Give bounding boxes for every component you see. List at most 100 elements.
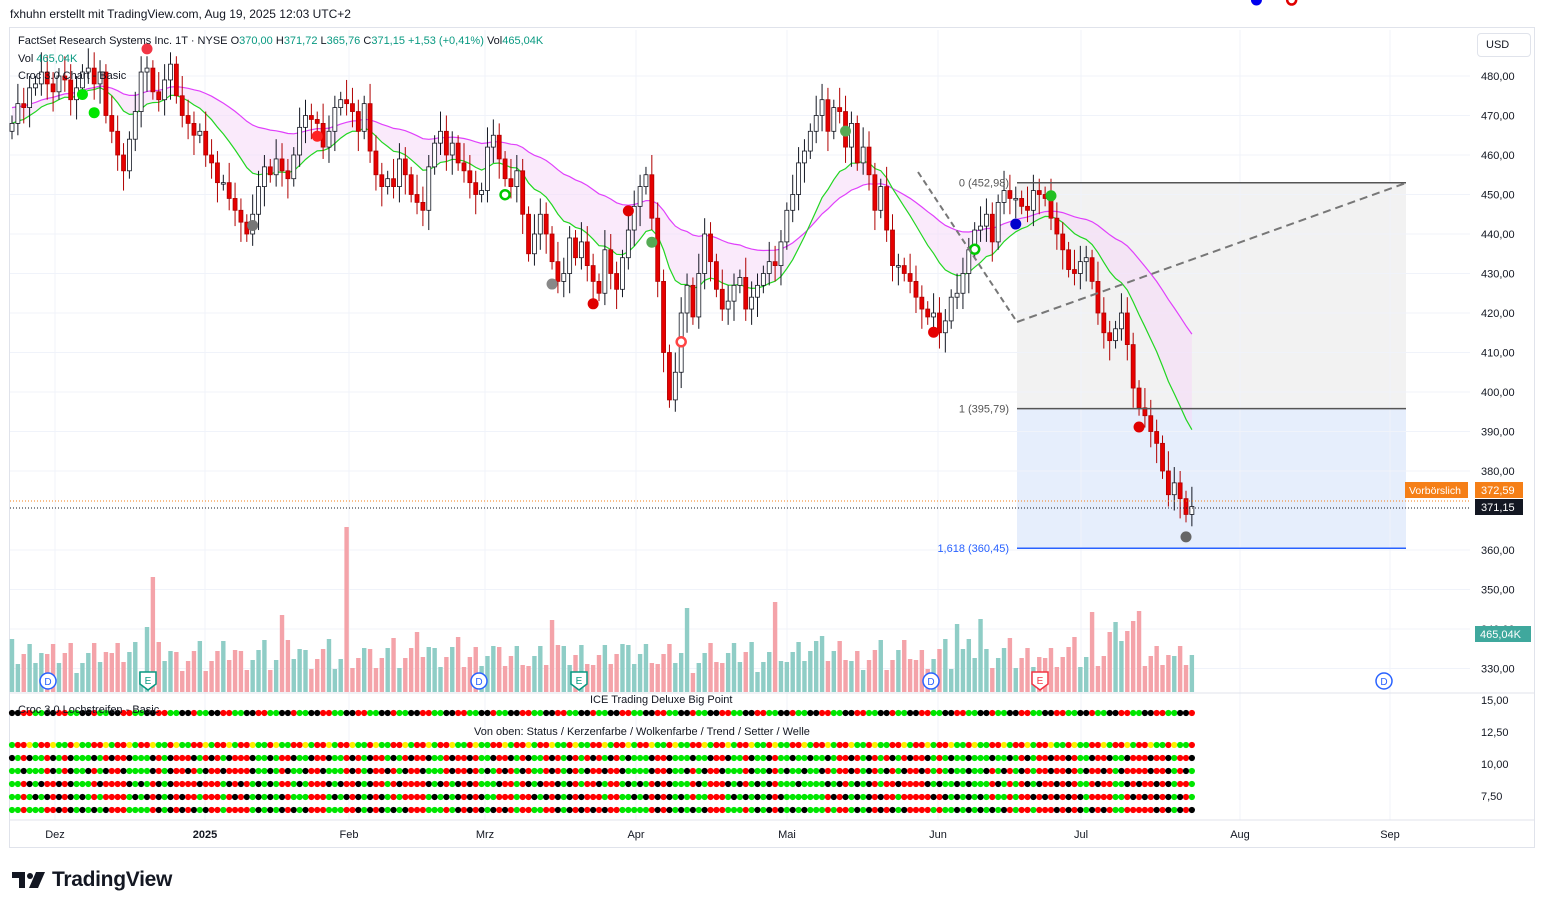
strip-dot: [460, 780, 468, 788]
strip-dot: [308, 709, 315, 717]
strip-dot: [1042, 754, 1049, 762]
candle-body: [731, 284, 737, 302]
strip-dot: [783, 767, 790, 775]
strip-dot: [1130, 754, 1137, 762]
strip-dot: [795, 793, 802, 801]
lower-pane-indicator[interactable]: Croc 3.0 Lochstreifen - Basic: [18, 704, 160, 716]
strip-dot: [208, 780, 215, 788]
indicator-legend[interactable]: Croc 3.0 Chart - Basic: [18, 70, 127, 82]
candle-body: [561, 273, 567, 282]
strip-dot: [701, 741, 708, 749]
strip-dot: [79, 806, 86, 814]
strip-dot: [138, 767, 145, 775]
strip-dot: [642, 806, 650, 814]
strip-dot: [613, 806, 620, 814]
strip-dot: [226, 767, 233, 775]
strip-dot: [953, 754, 961, 762]
strip-dot: [860, 741, 867, 749]
strip-dot: [813, 709, 820, 717]
strip-dot: [584, 709, 591, 717]
currency-button[interactable]: USD: [1477, 33, 1531, 57]
strip-dot: [666, 754, 673, 762]
strip-dot: [437, 767, 444, 775]
strip-dot: [924, 806, 931, 814]
candle-body: [649, 174, 655, 219]
strip-dot: [284, 741, 291, 749]
volume-bar: [596, 655, 602, 692]
lower-y-tick-label: 15,00: [1481, 695, 1509, 707]
candle-body: [344, 99, 349, 105]
strip-dot: [566, 767, 573, 775]
volume-bar: [97, 662, 103, 692]
strip-dot: [231, 709, 239, 717]
strip-dot: [38, 754, 45, 762]
strip-dot: [719, 806, 726, 814]
strip-dot: [907, 806, 914, 814]
tradingview-wordmark: TradingView: [52, 868, 173, 891]
strip-dot: [965, 806, 972, 814]
strip-dot: [660, 793, 667, 801]
strip-dot: [730, 767, 738, 775]
strip-dot: [237, 741, 245, 749]
strip-dot: [648, 780, 655, 788]
strip-dot: [1059, 793, 1066, 801]
strip-dot: [1024, 806, 1031, 814]
candle-body: [866, 146, 872, 176]
strip-dot: [284, 806, 291, 814]
strip-dot: [314, 767, 321, 775]
volume-bar: [878, 640, 883, 692]
strip-dot: [161, 754, 168, 762]
dividend-marker-icon: [470, 672, 488, 690]
strip-dot: [372, 767, 380, 775]
candle-body: [661, 280, 666, 353]
strip-dot: [689, 767, 697, 775]
strip-dot: [149, 754, 156, 762]
strip-dot: [824, 741, 832, 749]
strip-dot: [619, 709, 626, 717]
strip-dot: [566, 709, 573, 717]
strip-dot: [102, 767, 110, 775]
strip-dot: [1047, 741, 1055, 749]
strip-dot: [877, 767, 884, 775]
strip-dot: [1006, 793, 1014, 801]
strip-dot: [977, 741, 984, 749]
dividend-marker-icon: [39, 672, 57, 690]
strip-dot: [337, 806, 344, 814]
strip-dot: [1042, 709, 1049, 717]
candle-body: [297, 126, 303, 156]
strip-dot: [85, 780, 92, 788]
strip-dot: [777, 741, 785, 749]
strip-dot: [8, 806, 16, 814]
strip-dot: [772, 767, 779, 775]
strip-dot: [1036, 767, 1043, 775]
strip-dot: [490, 741, 497, 749]
volume-bar: [1166, 655, 1171, 692]
strip-dot: [1112, 754, 1119, 762]
strip-dot: [185, 754, 192, 762]
strip-dot: [120, 780, 127, 788]
strip-dot: [55, 780, 63, 788]
volume-bar: [802, 661, 807, 692]
tradingview-logo[interactable]: TradingView: [12, 868, 172, 892]
candle-body: [279, 158, 285, 172]
strip-dot: [619, 741, 626, 749]
strip-dot: [707, 780, 714, 788]
volume-bar: [180, 671, 185, 692]
strip-dot: [619, 767, 626, 775]
candle-body: [173, 63, 179, 97]
strip-dot: [396, 793, 403, 801]
candle-body: [56, 75, 62, 93]
strip-dot: [730, 709, 738, 717]
volume-bar: [215, 651, 220, 692]
candle-body: [825, 99, 831, 132]
strip-dot: [513, 793, 520, 801]
strip-dot: [1018, 709, 1025, 717]
strip-dot: [619, 793, 626, 801]
strip-dot: [748, 806, 755, 814]
candle-body: [1142, 407, 1148, 417]
candle-body: [655, 217, 661, 282]
strip-dot: [507, 793, 515, 801]
strip-dot: [1042, 767, 1049, 775]
candle-body: [273, 158, 279, 176]
